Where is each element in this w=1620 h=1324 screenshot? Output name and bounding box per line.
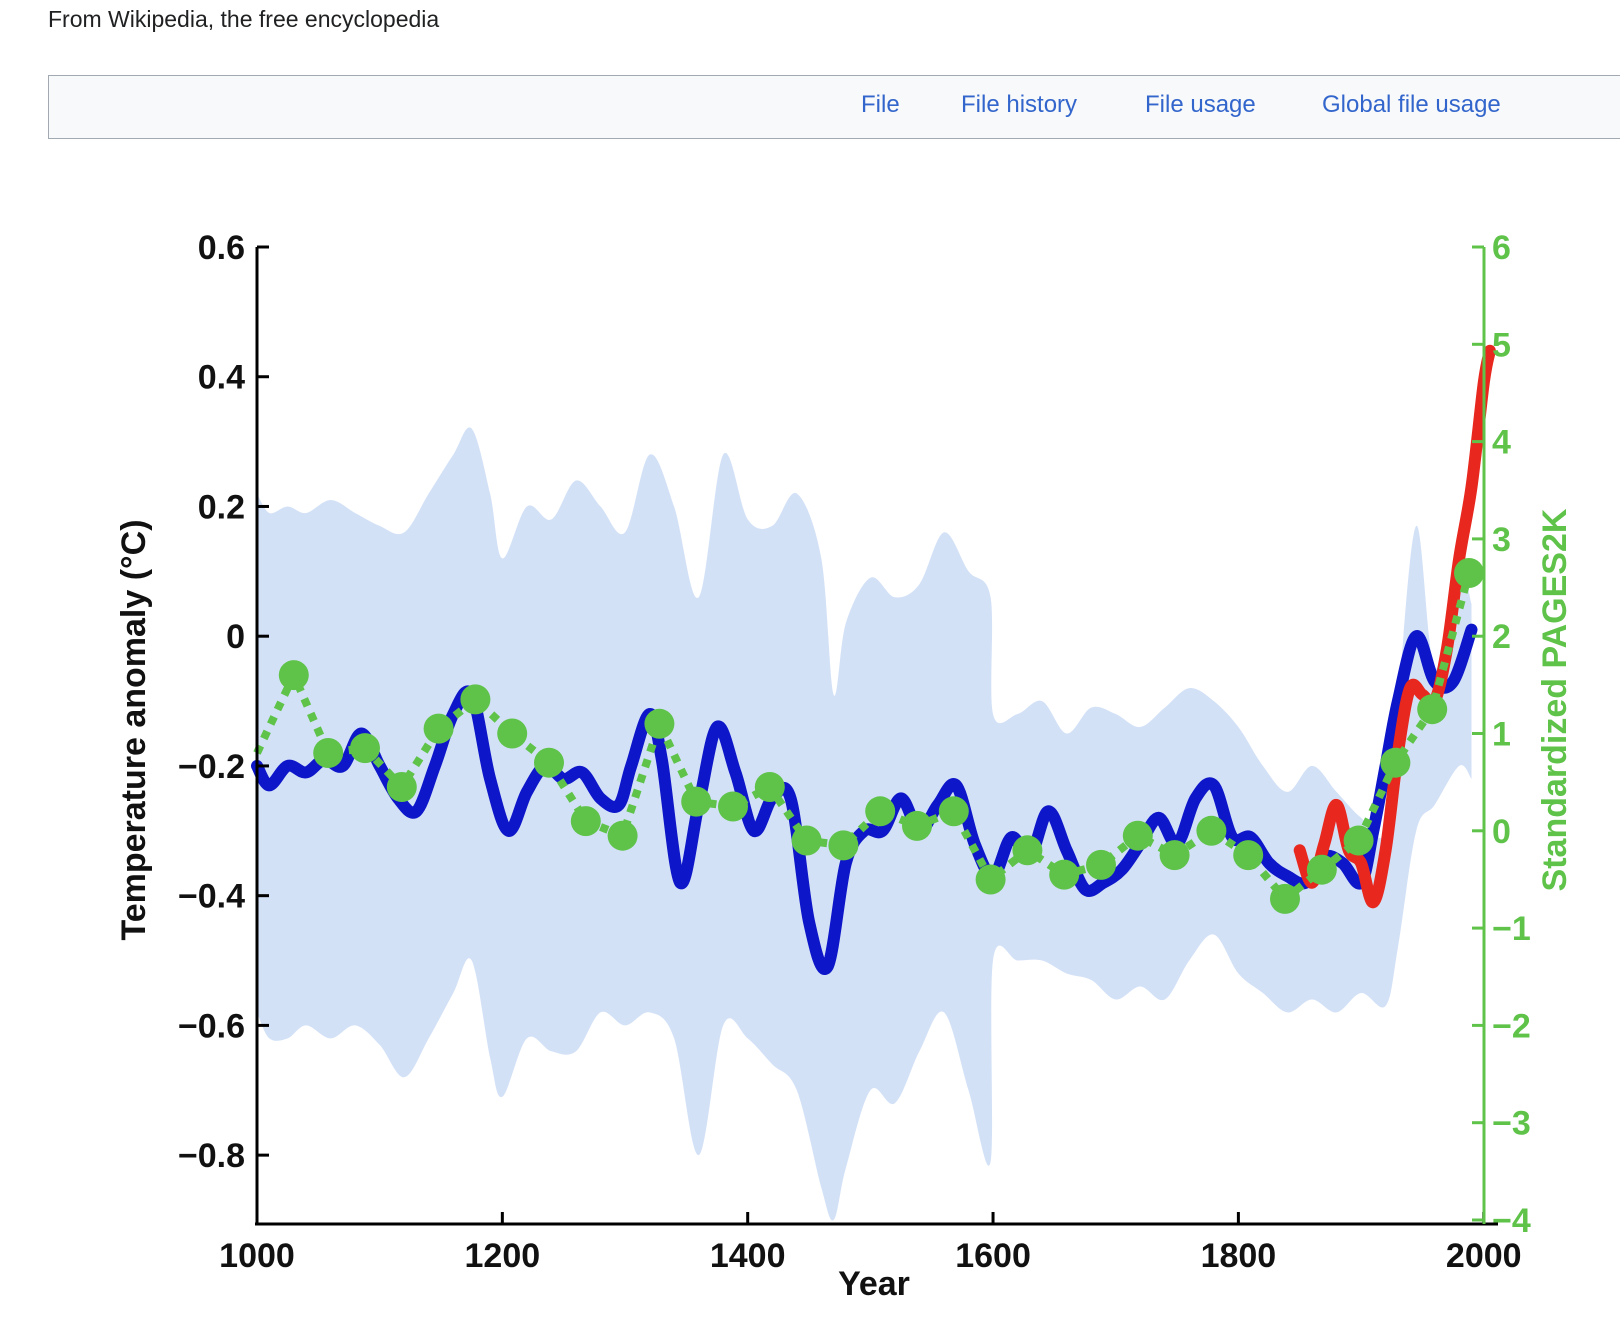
y2-tick-label: −2 <box>1492 1007 1531 1045</box>
pages2k-point <box>828 830 859 861</box>
pages2k-point <box>938 796 969 827</box>
pages2k-point <box>902 810 932 841</box>
pages2k-point <box>1306 854 1337 885</box>
file-tab-bar: File File history File usage Global file… <box>48 75 1620 139</box>
y2-tick-label: −4 <box>1492 1202 1531 1240</box>
y-tick-label: 0.6 <box>198 229 245 267</box>
pages2k-point <box>278 660 309 691</box>
pages2k-point <box>865 796 896 827</box>
y2-tick-label: 6 <box>1492 229 1511 267</box>
tab-file[interactable]: File <box>861 91 900 118</box>
y-tick-label: −0.8 <box>178 1137 245 1175</box>
y2-tick-label: 4 <box>1492 424 1511 462</box>
x-tick-label: 1000 <box>219 1237 295 1275</box>
pages2k-dot-layer <box>253 558 1484 914</box>
pages2k-point <box>570 806 601 837</box>
pages2k-point <box>1196 815 1227 846</box>
pages2k-point <box>313 738 344 768</box>
pages2k-dotted-line <box>253 571 1473 905</box>
pages2k-point <box>1270 883 1300 914</box>
x-tick-label: 1800 <box>1201 1237 1277 1275</box>
y-axis-title: Temperature anomaly (°C) <box>115 519 153 940</box>
pages2k-point <box>791 825 822 856</box>
y2-tick-label: 0 <box>1492 813 1511 851</box>
pages2k-point <box>975 864 1006 895</box>
pages2k-point <box>460 684 491 715</box>
tab-global-file-usage[interactable]: Global file usage <box>1322 91 1501 118</box>
pages2k-point <box>1380 747 1411 778</box>
pages2k-point <box>754 772 785 802</box>
pages2k-point <box>1343 825 1374 856</box>
tab-file-history[interactable]: File history <box>961 91 1078 118</box>
pages2k-point <box>718 791 748 822</box>
pages2k-point <box>1012 835 1043 866</box>
pages2k-point <box>423 713 454 744</box>
x-axis-title: Year <box>838 1265 910 1303</box>
y-tick-label: −0.2 <box>178 748 245 786</box>
pages2k-point <box>1049 859 1080 890</box>
pages2k-point <box>607 820 638 851</box>
y2-tick-label: −3 <box>1492 1105 1531 1143</box>
y2-tick-label: 2 <box>1492 618 1511 656</box>
pages2k-point <box>644 708 675 739</box>
y-tick-label: −0.4 <box>178 878 245 916</box>
x-tick-label: 2000 <box>1446 1237 1522 1275</box>
y-tick-label: 0.4 <box>198 359 245 397</box>
x-tick-label: 1400 <box>710 1237 786 1275</box>
pages2k-point <box>350 733 380 764</box>
pages2k-point <box>1233 840 1264 871</box>
pages2k-point <box>497 718 528 749</box>
pages2k-point <box>1159 840 1190 871</box>
instrumental-line <box>1293 344 1496 909</box>
pages2k-point <box>386 772 417 802</box>
wikipedia-tagline: From Wikipedia, the free encyclopedia <box>48 6 440 32</box>
pages2k-point <box>1122 820 1153 851</box>
y-tick-label: 0.2 <box>198 488 245 526</box>
y2-tick-label: −1 <box>1492 910 1531 948</box>
pages2k-point <box>1417 694 1448 725</box>
y2-tick-label: 1 <box>1492 716 1511 754</box>
y2-tick-label: 3 <box>1492 521 1511 559</box>
pages2k-point <box>681 786 712 817</box>
pages2k-point <box>1086 849 1116 880</box>
y2-axis-title: Standardized PAGES2K <box>1536 508 1574 891</box>
x-tick-label: 1600 <box>955 1237 1031 1275</box>
y2-tick-label: 5 <box>1492 326 1511 364</box>
tab-file-usage[interactable]: File usage <box>1145 91 1256 118</box>
pages2k-point <box>534 747 564 778</box>
y-tick-label: 0 <box>226 618 245 656</box>
x-tick-label: 1200 <box>465 1237 541 1275</box>
y-tick-label: −0.6 <box>178 1007 245 1045</box>
pages2k-point <box>1454 558 1484 588</box>
